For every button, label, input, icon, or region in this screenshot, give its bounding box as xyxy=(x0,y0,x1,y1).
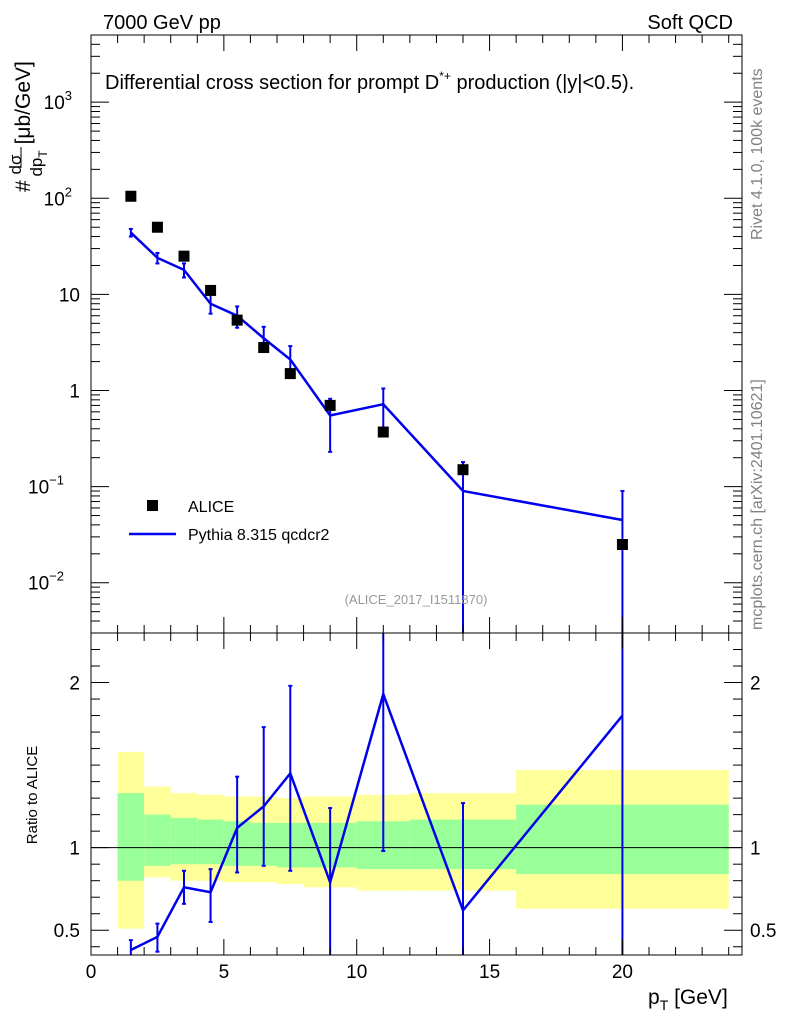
y-tick-label: 10 xyxy=(59,285,80,306)
ratio-y-tick-label-right: 0.5 xyxy=(750,921,776,942)
ratio-y-tick-label-right: 2 xyxy=(750,674,761,695)
band-green xyxy=(117,793,145,881)
x-tick-label: 15 xyxy=(479,962,500,983)
header-right: Soft QCD xyxy=(647,12,733,34)
legend: ALICE Pythia 8.315 qcdcr2 xyxy=(129,499,330,544)
band-green xyxy=(170,817,198,865)
ratio-y-tick-label-right: 1 xyxy=(750,839,761,860)
mc-line xyxy=(129,231,623,522)
y-tick-label: 10−1 xyxy=(28,473,64,499)
band-green xyxy=(144,814,171,866)
data-point xyxy=(178,250,190,262)
ratio-y-tick-label-left: 2 xyxy=(69,674,80,695)
ratio-panel: 0.5 0.5 1 1 2 2 0 5 10 15 20 Ratio to ALICE pT [G… xyxy=(24,632,777,1013)
band-green xyxy=(197,819,224,865)
main-y-axis-label: # dσ dpT [μb/GeV] xyxy=(6,61,50,192)
data-point xyxy=(258,342,270,354)
ratio-y-tick-label-left: 1 xyxy=(69,839,80,860)
data-point xyxy=(205,284,217,296)
ratio-y-axis-label: Ratio to ALICE xyxy=(24,746,41,844)
ratio-frame xyxy=(90,632,743,956)
ratio-y-tick-label-left: 0.5 xyxy=(54,921,80,942)
y-tick-label: 1 xyxy=(69,382,80,403)
mcplots-label: mcplots.cern.ch [arXiv:2401.10621] xyxy=(749,379,766,630)
main-title: Differential cross section for prompt D*… xyxy=(105,69,634,94)
main-panel: 10−2 10−1 1 10 102 103 Differential cross sec… xyxy=(6,34,743,634)
analysis-label: (ALICE_2017_I1511870) xyxy=(345,592,488,607)
data-point xyxy=(151,221,163,233)
main-y-axis-label-text: # dσ dpT [μb/GeV] xyxy=(6,61,50,192)
data-point xyxy=(231,314,243,326)
main-y-tick-labels: 10−2 10−1 1 10 102 103 xyxy=(28,88,80,595)
legend-label-mc: Pythia 8.315 qcdcr2 xyxy=(188,527,330,544)
ratio-y-tick-labels: 0.5 0.5 1 1 2 2 xyxy=(54,674,777,943)
legend-marker-data xyxy=(147,500,158,511)
x-axis-label-text: pT [GeV] xyxy=(648,986,728,1013)
ratio-axis-ticks xyxy=(90,633,742,955)
ratio-uncertainty-bands xyxy=(117,751,729,929)
data-point xyxy=(616,538,628,550)
legend-label-data: ALICE xyxy=(188,499,234,516)
rivet-version-label: Rivet 4.1.0, 100k events xyxy=(749,68,766,240)
data-point xyxy=(125,190,137,202)
x-tick-label: 20 xyxy=(612,962,633,983)
x-axis-label: pT [GeV] xyxy=(648,986,728,1013)
x-tick-label: 0 xyxy=(86,962,97,983)
data-point xyxy=(324,399,336,411)
data-point xyxy=(284,368,296,380)
data-point xyxy=(457,464,469,476)
y-tick-label: 10−2 xyxy=(28,569,64,595)
y-tick-label: 103 xyxy=(44,88,72,114)
ratio-plot-area xyxy=(91,633,742,955)
x-tick-label: 10 xyxy=(346,962,367,983)
header-left: 7000 GeV pp xyxy=(103,12,221,34)
y-tick-label: 102 xyxy=(44,184,72,210)
main-axis-ticks xyxy=(90,34,742,634)
data-point xyxy=(377,426,389,438)
main-plot-area xyxy=(125,190,628,633)
x-tick-labels: 0 5 10 15 20 xyxy=(86,962,633,983)
x-tick-label: 5 xyxy=(219,962,230,983)
